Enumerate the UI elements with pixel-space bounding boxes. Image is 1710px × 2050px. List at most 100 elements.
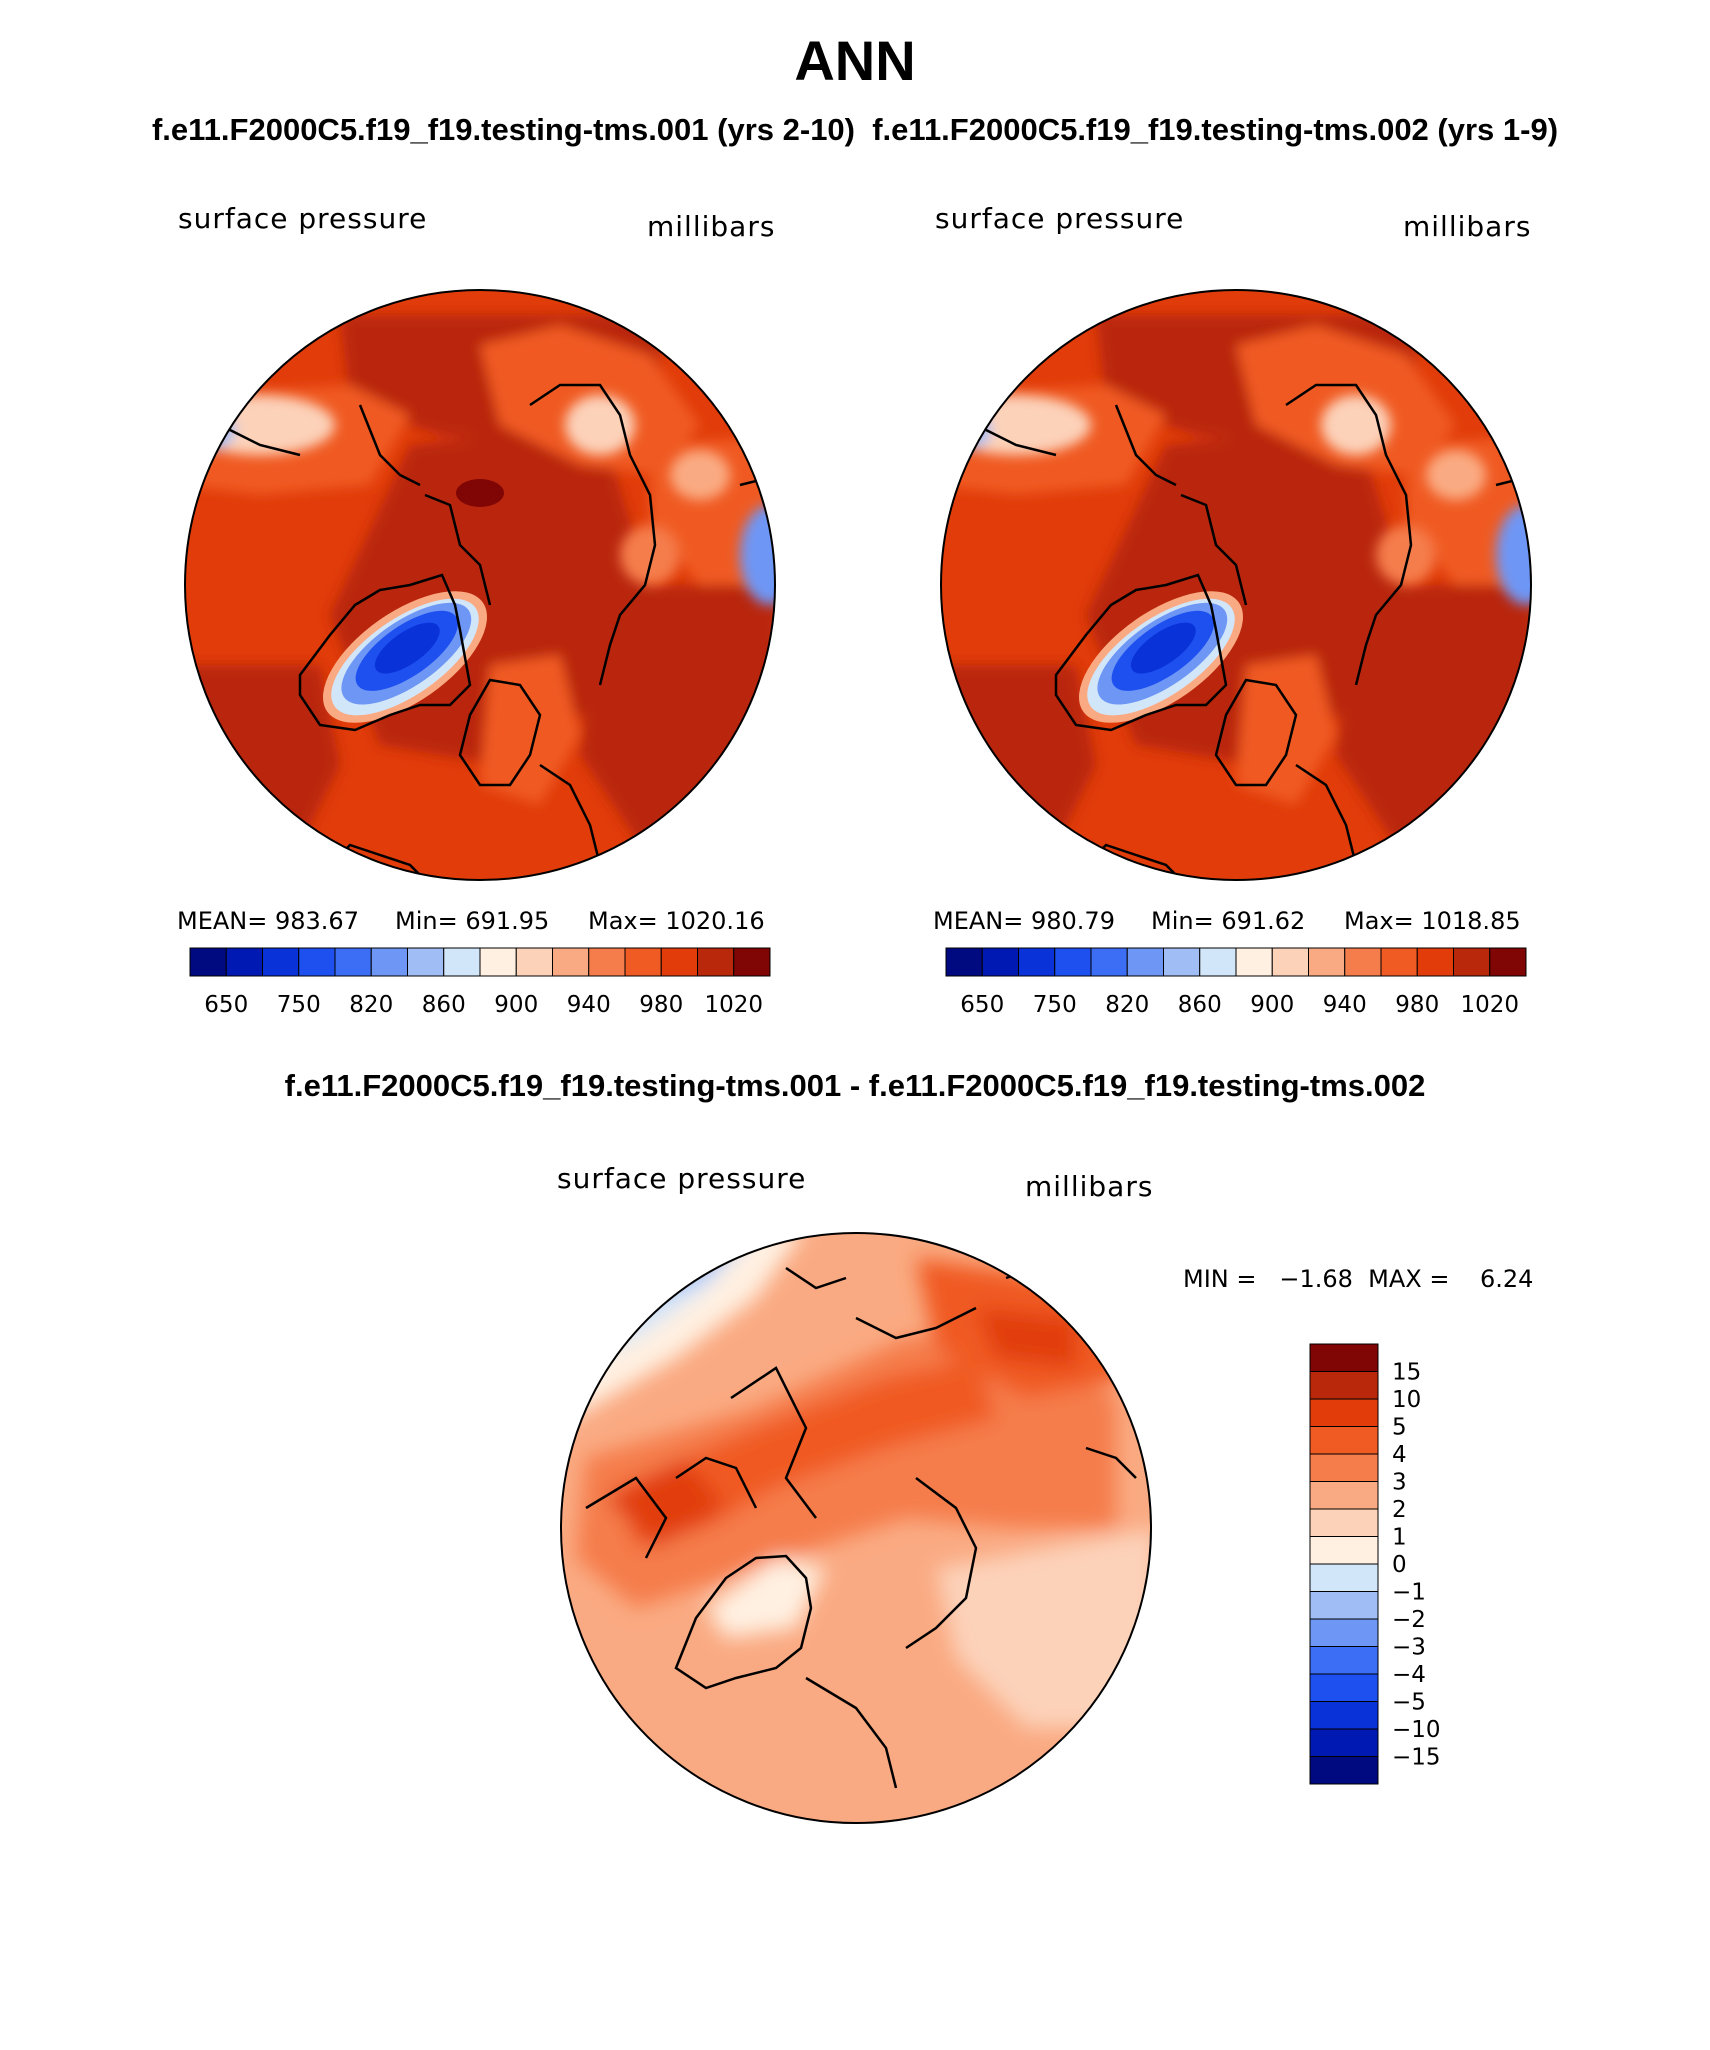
light-region-northeast	[1426, 450, 1486, 500]
colorbar-swatch	[1090, 947, 1128, 977]
panel2-variable: surface pressure	[935, 202, 1185, 235]
panel2-units: millibars	[1403, 210, 1532, 243]
panel1-mean: MEAN= 983.67	[177, 907, 359, 935]
colorbar-swatch	[733, 947, 771, 977]
colorbar-swatch	[1380, 947, 1418, 977]
colorbar-swatch	[660, 947, 698, 977]
colorbar-swatch	[1163, 947, 1201, 977]
panel1-max: Max= 1020.16	[588, 907, 765, 935]
colorbar-swatch	[1453, 947, 1491, 977]
map-boundary	[940, 289, 1532, 881]
colorbar-swatch	[588, 947, 626, 977]
colorbar-swatch	[1309, 1673, 1379, 1702]
colorbar-swatch	[1199, 947, 1237, 977]
diff-minmax: MIN = −1.68 MAX = 6.24	[1183, 1265, 1534, 1293]
colorbar-tick-label: 860	[1178, 992, 1222, 1018]
colorbar-tick-label: 940	[1323, 992, 1367, 1018]
colorbar-swatch	[1018, 947, 1056, 977]
colorbar-swatch	[1309, 1646, 1379, 1675]
colorbar-swatch	[624, 947, 662, 977]
colorbar-tick-label: 4	[1392, 1442, 1407, 1468]
panel2-max: Max= 1018.85	[1344, 907, 1521, 935]
panel2-min: Min= 691.62	[1151, 907, 1306, 935]
colorbar-swatch	[1309, 1728, 1379, 1757]
colorbar-swatch	[1309, 1618, 1379, 1647]
colorbar-swatch	[370, 947, 408, 977]
colorbar-tick-label: 650	[204, 992, 248, 1018]
colorbar-swatch	[225, 947, 263, 977]
colorbar-tick-label: −15	[1392, 1745, 1441, 1771]
colorbar-swatch	[298, 947, 336, 977]
colorbar-tick-label: −5	[1392, 1690, 1426, 1716]
map-boundary	[560, 1232, 1152, 1824]
greenland-contour-5	[1130, 622, 1196, 674]
colorbar-swatch	[1235, 947, 1273, 977]
colorbar-swatch	[479, 947, 517, 977]
colorbar-swatch	[407, 947, 445, 977]
peak-region-west	[606, 1458, 726, 1548]
blue-spot-west	[185, 410, 235, 450]
light-region-north	[565, 395, 635, 455]
colorbar-tick-label: −3	[1392, 1635, 1426, 1661]
page-title: ANN	[794, 29, 916, 92]
colorbar-tick-label: 900	[1250, 992, 1294, 1018]
colorbar-tick-label: 750	[277, 992, 321, 1018]
colorbar-swatch	[1054, 947, 1092, 977]
colorbar-swatch	[1309, 1398, 1379, 1427]
colorbar-tick-label: 650	[960, 992, 1004, 1018]
colorbar-swatch	[1489, 947, 1527, 977]
colorbar-swatch	[1344, 947, 1382, 977]
light-region-north	[1321, 395, 1391, 455]
panel2-polar-map	[940, 289, 1532, 881]
colorbar-swatch	[1309, 1701, 1379, 1730]
colorbar-swatch	[552, 947, 590, 977]
colorbar-tick-label: 860	[422, 992, 466, 1018]
colorbar-tick-label: 820	[349, 992, 393, 1018]
colorbar-tick-label: −1	[1392, 1580, 1426, 1606]
colorbar-tick-label: 1	[1392, 1525, 1407, 1551]
colorbar-tick-label: 820	[1105, 992, 1149, 1018]
colorbar-swatch	[1271, 947, 1309, 977]
colorbar-swatch	[1309, 1591, 1379, 1620]
colorbar-tick-label: 3	[1392, 1470, 1407, 1496]
high-pressure-spot	[456, 479, 504, 507]
greenland-contour-5	[374, 622, 440, 674]
colorbar-swatch	[1309, 1536, 1379, 1565]
light-region-northeast	[670, 450, 730, 500]
blue-spot-west	[941, 410, 991, 450]
panel1-min: Min= 691.95	[395, 907, 550, 935]
map-boundary	[184, 289, 776, 881]
coastlines	[585, 1266, 1137, 1789]
colorbar-tick-label: −10	[1392, 1717, 1441, 1743]
orange-region-scandinavia	[1236, 655, 1336, 805]
colorbar-tick-label: 900	[494, 992, 538, 1018]
difference-title: f.e11.F2000C5.f19_f19.testing-tms.001 - …	[284, 1068, 1426, 1103]
light-region-central	[620, 525, 680, 585]
colorbar-tick-label: 15	[1392, 1360, 1421, 1386]
colorbar-swatch	[1309, 1426, 1379, 1455]
colorbar-tick-label: 1020	[1460, 992, 1519, 1018]
colorbar-swatch	[443, 947, 481, 977]
page-subtitle: f.e11.F2000C5.f19_f19.testing-tms.001 (y…	[0, 112, 1710, 148]
colorbar-swatch	[1309, 1508, 1379, 1537]
case2-label: f.e11.F2000C5.f19_f19.testing-tms.002 (y…	[872, 112, 1559, 147]
peak-region-north	[976, 1308, 1076, 1368]
panel2-mean: MEAN= 980.79	[933, 907, 1115, 935]
colorbar-swatch	[334, 947, 372, 977]
colorbar-swatch	[262, 947, 300, 977]
colorbar-tick-label: 980	[639, 992, 683, 1018]
colorbar-tick-label: −2	[1392, 1607, 1426, 1633]
colorbar-swatch	[697, 947, 735, 977]
colorbar-swatch	[1309, 1371, 1379, 1400]
coastlines	[185, 383, 775, 880]
light-region-central	[1376, 525, 1436, 585]
light-region-southeast	[936, 1528, 1151, 1728]
colorbar-swatch	[1308, 947, 1346, 977]
diff-units: millibars	[1025, 1170, 1154, 1203]
panel1-variable: surface pressure	[178, 202, 428, 235]
colorbar-swatch	[1416, 947, 1454, 977]
panel1-polar-map	[184, 289, 776, 881]
colorbar-tick-label: 2	[1392, 1497, 1407, 1523]
colorbar-tick-label: 5	[1392, 1415, 1407, 1441]
